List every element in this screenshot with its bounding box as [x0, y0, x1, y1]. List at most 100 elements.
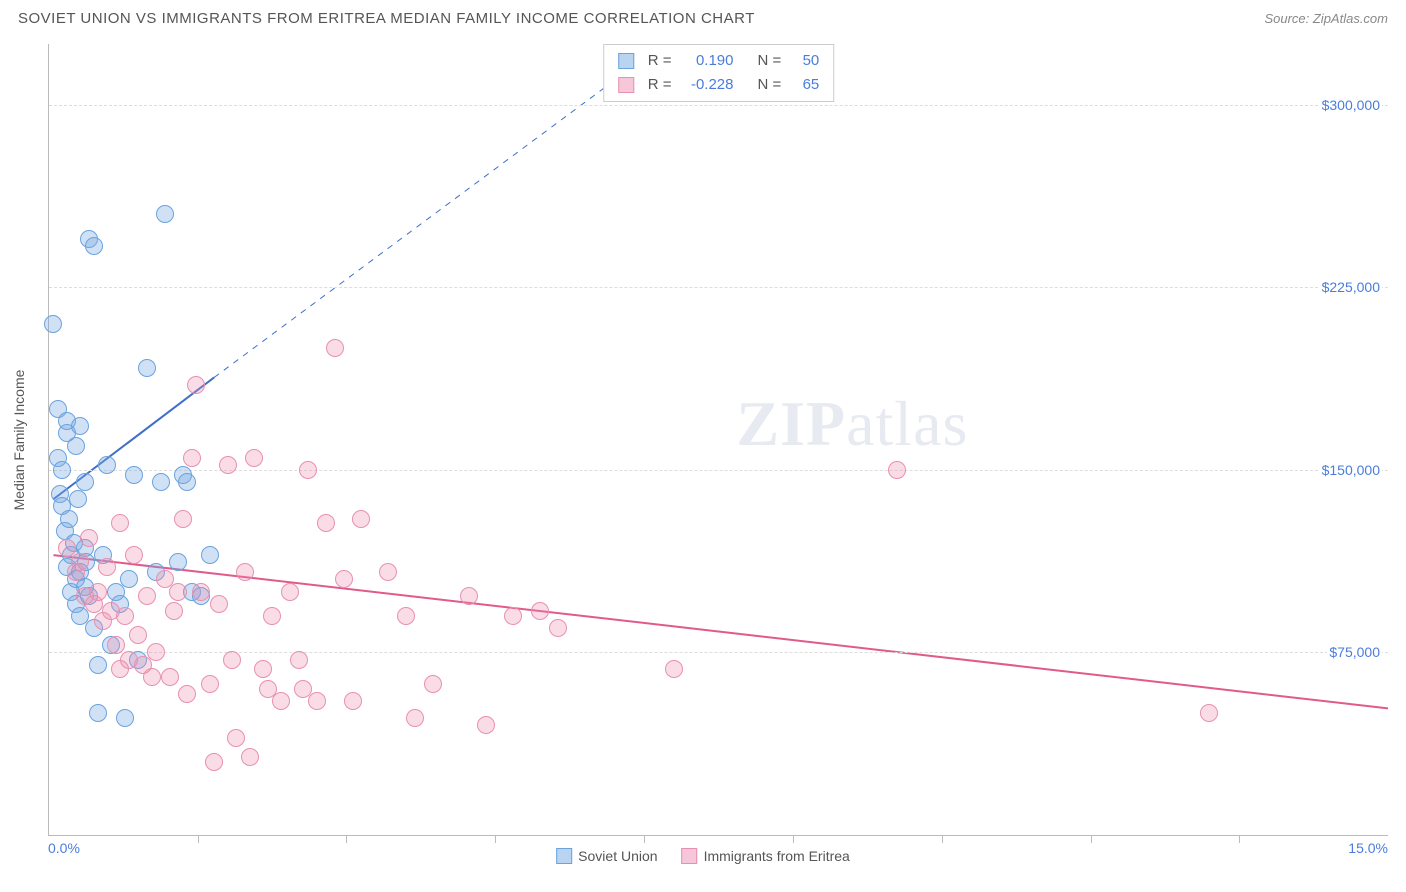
plot-area: Median Family Income ZIPatlas R =0.190N … [48, 44, 1388, 836]
y-tick-label: $150,000 [1320, 462, 1382, 478]
data-point [379, 563, 397, 581]
data-point [67, 437, 85, 455]
data-point [60, 510, 78, 528]
y-tick-label: $75,000 [1327, 644, 1382, 660]
data-point [665, 660, 683, 678]
r-label: R = [648, 49, 672, 73]
n-label: N = [758, 73, 782, 97]
data-point [424, 675, 442, 693]
data-point [129, 626, 147, 644]
data-point [299, 461, 317, 479]
chart-title: SOVIET UNION VS IMMIGRANTS FROM ERITREA … [18, 10, 755, 27]
data-point [85, 237, 103, 255]
n-label: N = [758, 49, 782, 73]
data-point [80, 529, 98, 547]
legend-item: Immigrants from Eritrea [682, 848, 850, 864]
data-point [549, 619, 567, 637]
y-axis-title: Median Family Income [11, 369, 27, 510]
data-point [187, 376, 205, 394]
data-point [58, 539, 76, 557]
legend-swatch [682, 848, 698, 864]
data-point [161, 668, 179, 686]
stats-row: R = -0.228 N = 65 [618, 73, 820, 97]
plot-wrapper: Median Family Income ZIPatlas R =0.190N … [48, 44, 1388, 836]
n-value: 65 [791, 73, 819, 97]
source-value: ZipAtlas.com [1313, 11, 1388, 26]
data-point [335, 570, 353, 588]
data-point [504, 607, 522, 625]
data-point [120, 570, 138, 588]
data-point [263, 607, 281, 625]
data-point [53, 461, 71, 479]
r-value: -0.228 [682, 73, 734, 97]
legend-label: Soviet Union [578, 848, 657, 864]
data-point [89, 583, 107, 601]
legend-swatch [556, 848, 572, 864]
data-point [1200, 704, 1218, 722]
data-point [178, 685, 196, 703]
data-point [116, 709, 134, 727]
data-point [143, 668, 161, 686]
trend-lines [49, 44, 1388, 835]
series-swatch [618, 53, 634, 69]
data-point [69, 490, 87, 508]
data-point [308, 692, 326, 710]
data-point [219, 456, 237, 474]
data-point [205, 753, 223, 771]
data-point [183, 449, 201, 467]
gridline [49, 105, 1388, 106]
source-prefix: Source: [1264, 11, 1312, 26]
stats-box: R =0.190N =50R = -0.228 N = 65 [603, 44, 835, 102]
y-tick-label: $300,000 [1320, 97, 1382, 113]
data-point [138, 359, 156, 377]
legend: Soviet Union Immigrants from Eritrea [556, 848, 850, 864]
watermark: ZIPatlas [736, 387, 968, 461]
data-point [272, 692, 290, 710]
data-point [192, 583, 210, 601]
data-point [223, 651, 241, 669]
data-point [165, 602, 183, 620]
data-point [156, 205, 174, 223]
series-swatch [618, 77, 634, 93]
data-point [169, 583, 187, 601]
data-point [236, 563, 254, 581]
data-point [477, 716, 495, 734]
data-point [138, 587, 156, 605]
data-point [201, 675, 219, 693]
data-point [344, 692, 362, 710]
data-point [227, 729, 245, 747]
legend-label: Immigrants from Eritrea [704, 848, 850, 864]
data-point [352, 510, 370, 528]
data-point [98, 558, 116, 576]
legend-item: Soviet Union [556, 848, 657, 864]
data-point [89, 704, 107, 722]
data-point [44, 315, 62, 333]
data-point [125, 546, 143, 564]
y-tick-label: $225,000 [1320, 279, 1382, 295]
data-point [174, 510, 192, 528]
title-bar: SOVIET UNION VS IMMIGRANTS FROM ERITREA … [0, 0, 1406, 35]
gridline [49, 470, 1388, 471]
x-max-label: 15.0% [1348, 840, 1388, 856]
data-point [245, 449, 263, 467]
data-point [460, 587, 478, 605]
data-point [152, 473, 170, 491]
gridline [49, 287, 1388, 288]
data-point [254, 660, 272, 678]
data-point [169, 553, 187, 571]
data-point [531, 602, 549, 620]
r-label: R = [648, 73, 672, 97]
data-point [290, 651, 308, 669]
data-point [98, 456, 116, 474]
data-point [116, 607, 134, 625]
data-point [111, 514, 129, 532]
data-point [125, 466, 143, 484]
data-point [281, 583, 299, 601]
stats-row: R =0.190N =50 [618, 49, 820, 73]
data-point [201, 546, 219, 564]
gridline [49, 652, 1388, 653]
data-point [178, 473, 196, 491]
data-point [210, 595, 228, 613]
source-label: Source: ZipAtlas.com [1264, 11, 1388, 26]
data-point [241, 748, 259, 766]
